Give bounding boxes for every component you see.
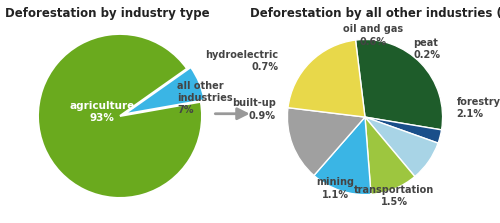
Text: Deforestation by industry type: Deforestation by industry type — [5, 7, 210, 20]
Wedge shape — [365, 117, 442, 143]
Text: transportation
1.5%: transportation 1.5% — [354, 185, 434, 207]
Text: forestry
2.1%: forestry 2.1% — [456, 97, 500, 119]
Text: all other
industries
7%: all other industries 7% — [178, 81, 233, 114]
Wedge shape — [288, 40, 365, 117]
Wedge shape — [365, 117, 438, 177]
Wedge shape — [365, 117, 415, 194]
Wedge shape — [288, 108, 365, 176]
Text: peat
0.2%: peat 0.2% — [413, 38, 440, 60]
Wedge shape — [124, 67, 204, 114]
Text: oil and gas
0.6%: oil and gas 0.6% — [342, 24, 403, 47]
Text: built-up
0.9%: built-up 0.9% — [232, 98, 276, 120]
Wedge shape — [314, 117, 371, 195]
Text: Deforestation by all other industries (detail): Deforestation by all other industries (d… — [250, 7, 500, 20]
Text: agriculture
93%: agriculture 93% — [70, 101, 134, 123]
Text: hydroelectric
0.7%: hydroelectric 0.7% — [205, 50, 278, 72]
Text: mining
1.1%: mining 1.1% — [316, 177, 354, 200]
Wedge shape — [38, 34, 202, 198]
Wedge shape — [356, 39, 442, 130]
